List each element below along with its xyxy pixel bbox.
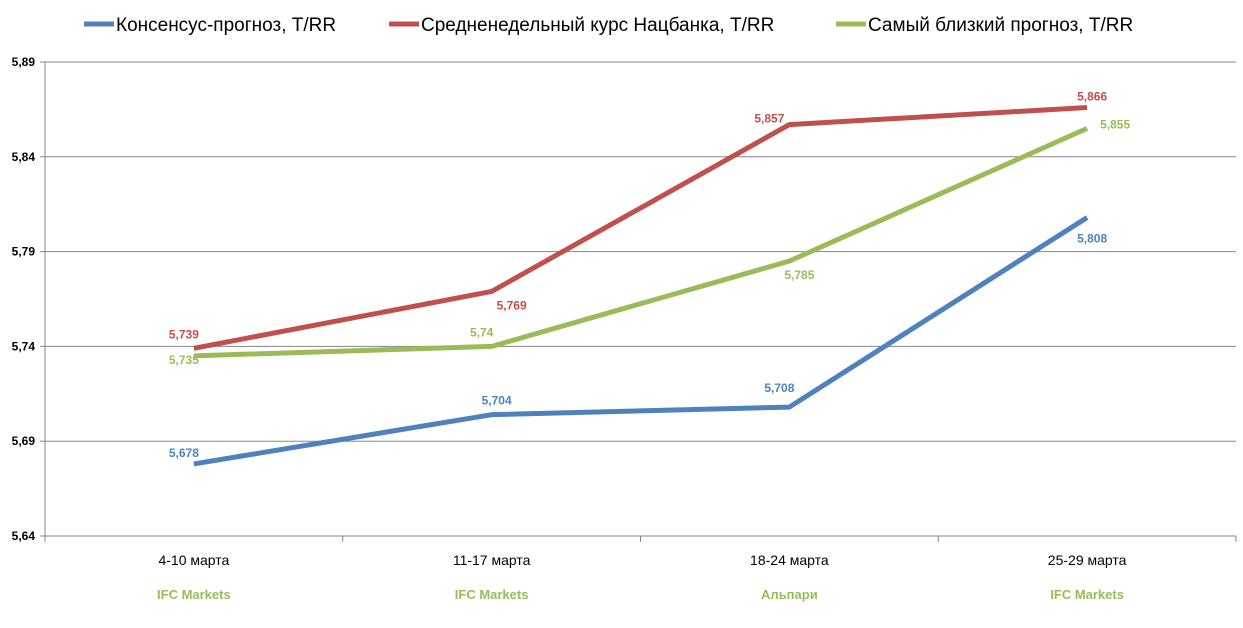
data-label: 5,855 [1100,117,1130,131]
data-label: 5,866 [1077,90,1107,104]
x-tick-label: 4-10 марта [158,552,229,568]
x-sub-label: IFC Markets [455,587,529,602]
legend: Консенсус-прогноз, T/RR Средненедельный к… [84,15,1133,36]
data-label: 5,74 [470,325,494,339]
y-tick-label: 5,74 [12,339,36,353]
x-sub-label: IFC Markets [1050,587,1124,602]
series-line-2 [193,105,1088,351]
series-lines [193,105,1089,467]
data-label: 5,857 [754,112,784,126]
legend-entry: Самый близкий прогноз, T/RR [868,15,1133,36]
data-label: 5,678 [169,446,199,460]
series-line-3 [193,126,1089,359]
data-label: 5,704 [482,394,512,408]
legend-entry: Консенсус-прогноз, T/RR [116,15,336,36]
y-axis: 5,89 5,84 5,79 5,74 5,69 5,64 [12,55,46,543]
x-sub-label: Альпари [761,587,818,602]
x-tick-label: 11-17 марта [453,552,531,568]
data-label: 5,785 [784,268,814,282]
x-tick-label: 25-29 марта [1048,552,1127,568]
gridlines [45,61,1236,537]
x-tick-label: 18-24 марта [750,552,829,568]
x-sub-label: IFC Markets [157,587,231,602]
data-label: 5,739 [169,327,199,341]
y-tick-label: 5,64 [12,529,36,543]
x-axis: 4-10 марта IFC Markets 11-17 марта IFC Mark… [44,535,1237,602]
y-tick-label: 5,69 [12,434,36,448]
series-line-1 [193,215,1089,467]
data-label: 5,808 [1077,231,1107,245]
data-label: 5,735 [169,353,199,367]
y-tick-label: 5,89 [12,55,36,69]
y-tick-label: 5,84 [12,150,36,164]
legend-entry: Средненедельный курс Нацбанка, T/RR [421,15,774,36]
data-label: 5,769 [497,298,527,312]
y-tick-label: 5,79 [12,245,36,259]
data-label: 5,708 [764,381,794,395]
data-labels: 5,678 5,704 5,708 5,808 5,739 5,769 5,857 5,866… [169,90,1131,460]
